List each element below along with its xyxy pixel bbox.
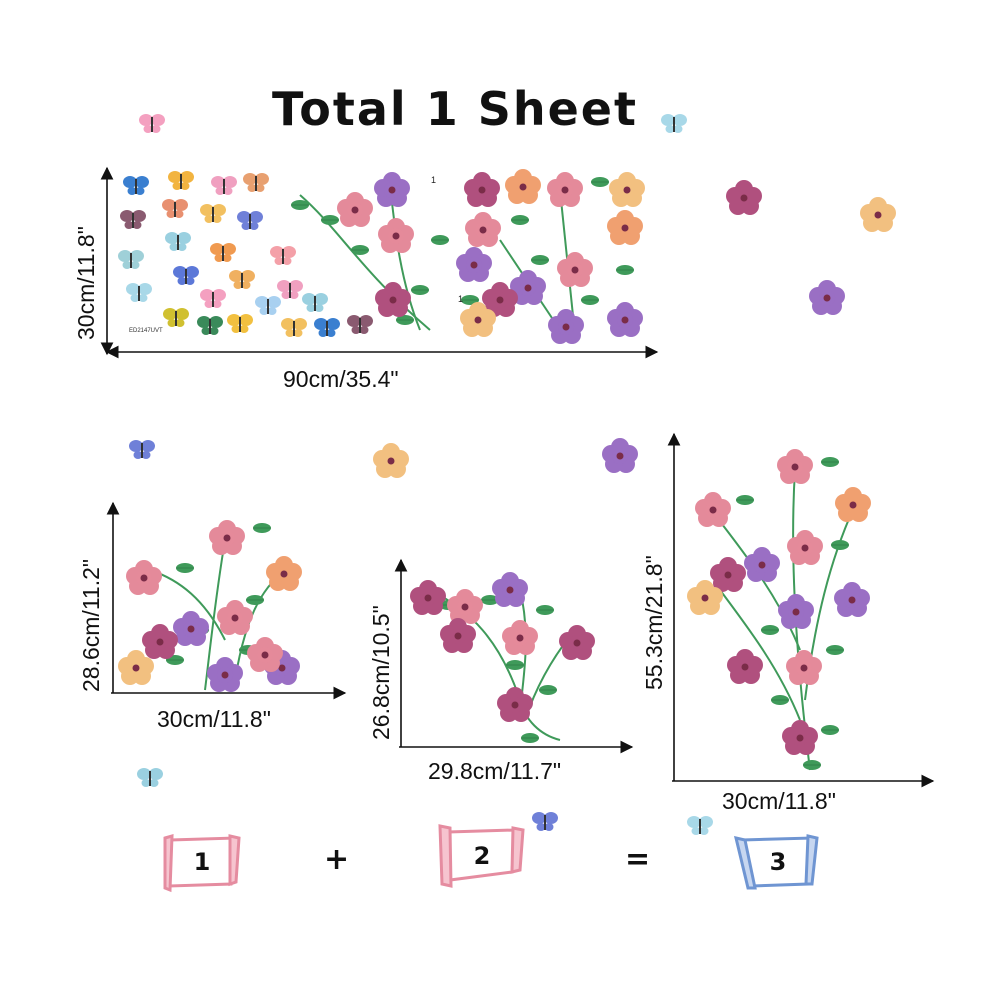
piece-1-width-label: 30cm/11.8" [157, 706, 271, 732]
page-title: Total 1 Sheet [272, 82, 638, 136]
frame-3 [733, 834, 819, 890]
frame-2-number: 2 [473, 842, 491, 870]
product-code: ED2147UVT [129, 328, 163, 334]
piece-2-width-label: 29.8cm/11.7" [428, 758, 562, 784]
piece-1-height-label: 28.6cm/11.2" [78, 558, 104, 692]
piece-3-height-label: 55.3cm/21.8" [641, 555, 667, 690]
sheet-marker-1b: 1 [458, 294, 464, 304]
piece-1 [106, 501, 347, 700]
sheet-width-label: 90cm/35.4" [283, 366, 399, 392]
sheet-height-label: 30cm/11.8" [73, 226, 99, 340]
sheet-layout [100, 166, 659, 359]
piece-2 [394, 558, 634, 754]
frame-3-number: 3 [769, 848, 787, 876]
piece-2-height-label: 26.8cm/10.5" [368, 605, 394, 740]
sheet-marker-1a: 1 [431, 175, 437, 185]
frame-1 [163, 833, 241, 893]
plus-sign: + [324, 842, 350, 877]
piece-3-width-label: 30cm/11.8" [722, 788, 836, 814]
sheet-butterflies [118, 171, 373, 337]
equals-sign: = [625, 842, 651, 877]
sheet-flower-heads [337, 169, 645, 344]
frame-2 [438, 824, 525, 888]
frame-1-number: 1 [193, 848, 211, 876]
piece-3 [667, 432, 935, 788]
